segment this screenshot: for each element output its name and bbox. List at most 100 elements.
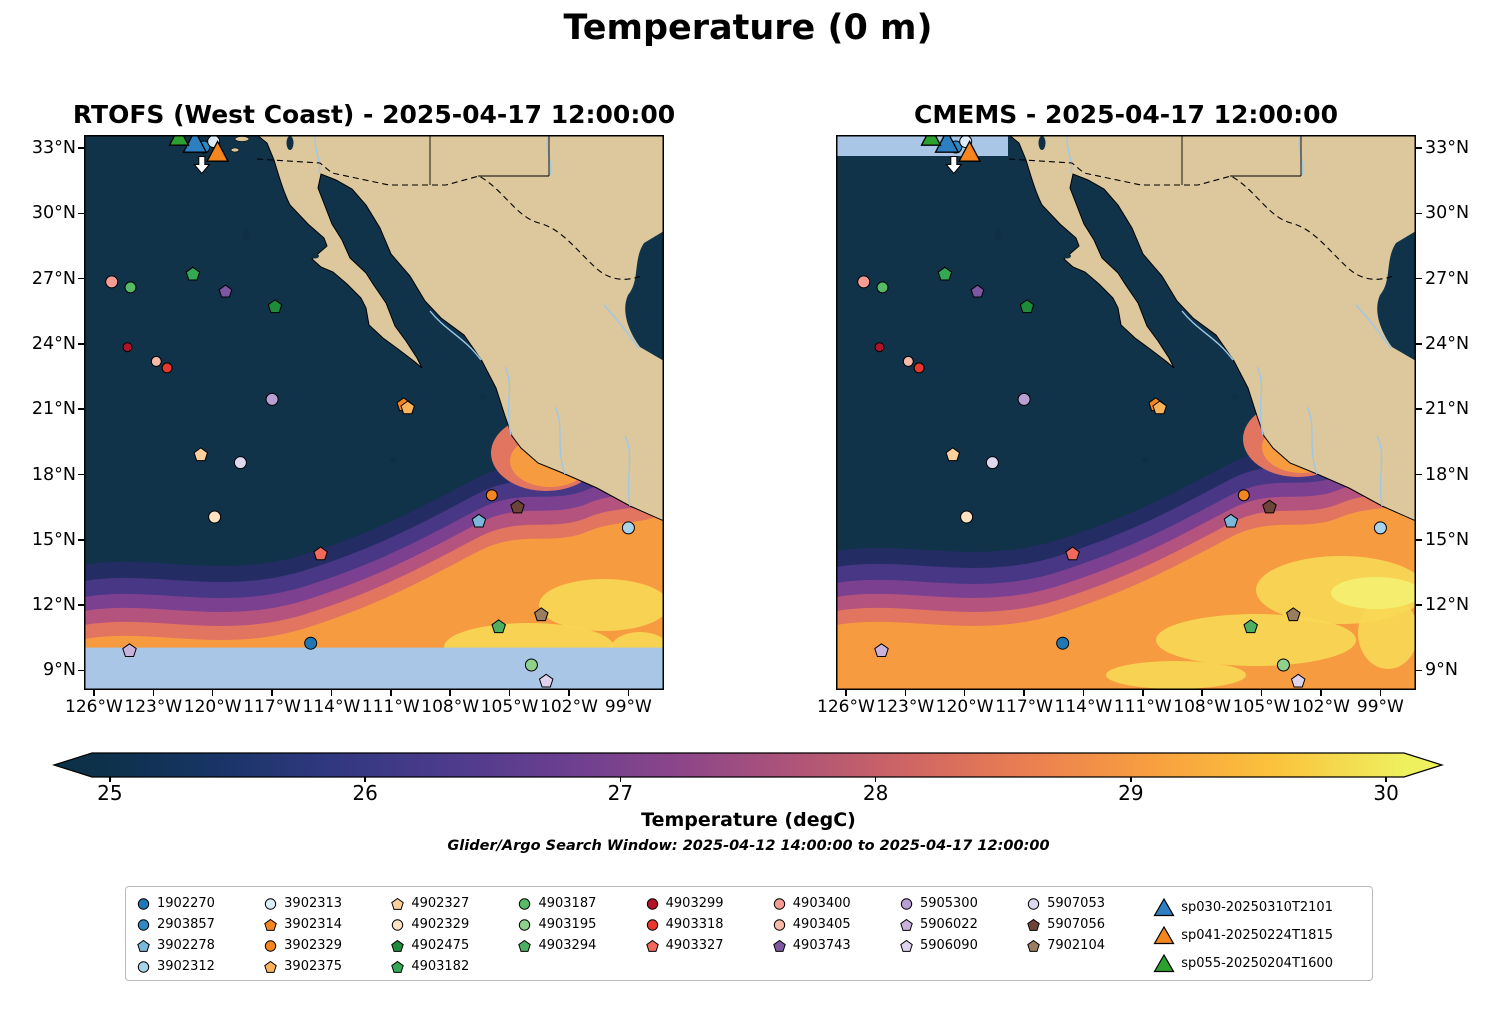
argo-marker-4903182 [937,266,953,281]
pentagon-icon [900,918,913,931]
legend-label: 4903327 [665,938,724,953]
lon-tick-label: 123°W [124,697,183,717]
lon-tick-mark [508,690,511,696]
argo-marker-4902327 [945,447,961,462]
lat-tick-label: 30°N [31,203,76,224]
argo-marker-4903743 [970,284,985,298]
lat-tick-label: 27°N [31,268,76,289]
island [995,228,1001,240]
island [311,253,319,259]
figure-title: Temperature (0 m) [563,8,933,48]
lon-tick-label: 111°W [1113,697,1172,717]
legend-column: 4903400 4903405 4903743 [772,893,890,956]
legend-entry-4903318: 4903318 [645,914,763,935]
lon-tick-mark [1320,690,1322,696]
legend-label: 4902475 [411,938,470,953]
legend-label: 3902329 [284,938,343,953]
argo-marker-4903294 [491,619,506,634]
argo-marker-3902278 [471,513,487,528]
argo-marker-4903400 [105,275,119,289]
lon-tick-label: 120°W [935,697,994,717]
legend-entry-5906090: 5906090 [899,935,1017,956]
argo-marker-4903195 [1276,658,1290,672]
legend-entry-5906022: 5906022 [899,914,1017,935]
pentagon-icon [391,960,405,973]
map-rtofs [84,135,664,690]
lon-tick-mark [1142,690,1144,696]
lon-tick-mark [845,690,847,696]
lat-tick-label: 30°N [1425,203,1470,224]
legend-label: 4903405 [792,917,851,932]
argo-marker-4903327 [313,546,328,561]
argo-marker-4902475 [267,299,283,314]
lat-tick-label: 9°N [43,660,76,681]
lon-tick-label: 111°W [361,697,420,717]
legend-entry-4903400: 4903400 [772,893,890,914]
legend-label: 3902313 [284,896,343,911]
legend-entry-3902375: 3902375 [263,956,381,977]
legend-label: 7902104 [1047,938,1105,953]
pentagon-icon [137,939,150,952]
land-region [256,135,664,522]
argo-marker-3902329 [485,489,498,502]
lat-tick-label: 15°N [31,529,76,550]
argo-marker-5906090 [538,673,554,688]
lon-tick-label: 108°W [1173,697,1232,717]
legend-label: 2903857 [157,917,215,932]
circle-icon [519,918,531,931]
lat-tick-label: 12°N [31,595,76,616]
legend-entry-7902104: 7902104 [1026,935,1144,956]
argo-marker-3902329 [1237,489,1250,502]
map-frame [836,135,1416,690]
lon-tick-mark [1379,690,1382,696]
triangle-up-icon [1153,925,1175,944]
argo-marker-5907053 [985,456,999,470]
lon-tick-mark [93,690,95,696]
lon-tick-mark [390,690,392,696]
legend-entry-4903187: 4903187 [517,893,635,914]
argo-marker-5906022 [874,643,889,657]
legend-entry-3902314: 3902314 [263,914,381,935]
argo-marker-5907053 [233,456,247,470]
colorbar-tick-label: 26 [352,781,378,805]
legend-label: 5907053 [1047,896,1105,911]
state-borders [429,135,550,185]
island [480,394,486,400]
colorbar-tick-label: 25 [97,781,123,805]
pentagon-icon [645,939,659,952]
glider-surfacing-arrow-icon [945,156,963,175]
pentagon-icon [772,939,786,952]
legend-label: 4902329 [411,917,470,932]
lon-tick-mark [1201,690,1203,696]
argo-marker-4903318 [913,362,925,374]
legend-label: 3902278 [157,938,215,953]
circle-icon [264,939,277,952]
lon-tick-mark [568,690,570,696]
rivers [314,135,640,507]
legend-column: 4903187 4903195 4903294 [517,893,635,956]
circle-icon [773,918,785,931]
argo-marker-5905300 [265,392,279,406]
lon-tick-label: 126°W [65,697,123,717]
glider-marker-sp030-20250310T2101 [934,135,960,153]
lon-tick-label: 99°W [1356,697,1404,717]
legend-entry-4902327: 4902327 [390,893,508,914]
lon-tick-mark [1023,690,1025,696]
panel-title-cmems: CMEMS - 2025-04-17 12:00:00 [914,100,1338,129]
map-cmems [836,135,1416,690]
lon-tick-label: 102°W [1292,697,1350,717]
argo-marker-5906090 [1290,673,1306,688]
lon-tick-label: 114°W [1054,697,1113,717]
argo-marker-5907056 [1262,499,1277,514]
pentagon-icon [391,897,405,910]
legend-label: 5906022 [919,917,978,932]
us-mexico-border [1008,158,1397,280]
lat-tick-label: 27°N [1425,268,1470,289]
gulf-of-mexico [1377,231,1416,361]
circle-icon [1027,897,1040,910]
argo-marker-4903294 [1243,619,1258,634]
argo-marker-5905300 [1017,392,1031,406]
lon-tick-label: 117°W [243,697,301,717]
island [1038,136,1046,150]
